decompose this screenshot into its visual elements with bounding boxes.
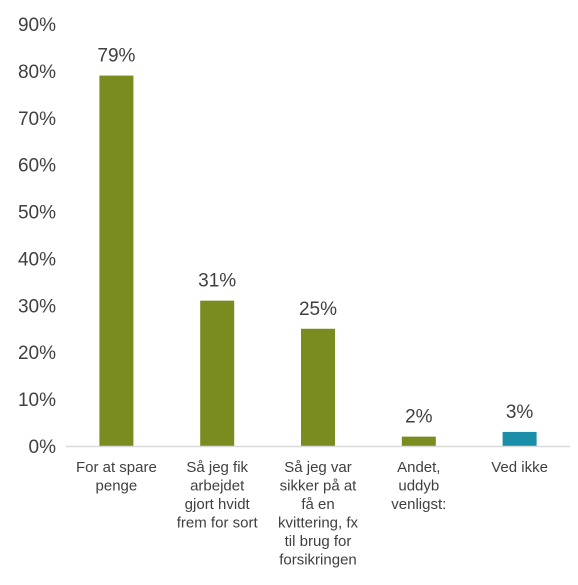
data-label: 79% [97,46,135,67]
y-axis-ticks: 0% 10% 20% 30% 40% 50% 60% 70% 80% 90% [18,15,56,458]
y-tick-label: 80% [18,62,56,83]
bars [99,75,537,447]
y-tick-label: 90% [18,15,56,36]
data-labels: 79% 31% 25% 2% 3% [97,46,533,428]
category-label: For at spare penge [76,459,157,495]
bar [301,328,335,446]
y-tick-label: 20% [18,343,56,364]
y-tick-label: 70% [18,109,56,130]
data-label: 3% [506,402,534,423]
y-tick-label: 10% [18,390,56,411]
y-tick-label: 50% [18,203,56,224]
bar [200,300,235,446]
category-label: Så jeg fik arbejdet gjort hvidt frem for so… [177,459,259,532]
category-labels: For at spare penge Så jeg fik arbejdet gjort… [76,459,548,569]
bar [401,436,436,446]
y-tick-label: 30% [18,296,56,317]
data-label: 2% [405,407,433,428]
bar [99,75,134,447]
category-label: Andet, uddyb venligst: [391,459,446,513]
category-label: Ved ikke [491,459,548,476]
data-label: 25% [299,299,337,320]
y-tick-label: 40% [18,249,56,270]
data-label: 31% [198,271,236,292]
category-label: Så jeg var sikker på at få en kvittering, f… [278,459,359,569]
y-tick-label: 0% [29,437,57,458]
y-tick-label: 60% [18,156,56,177]
bar [502,431,537,446]
